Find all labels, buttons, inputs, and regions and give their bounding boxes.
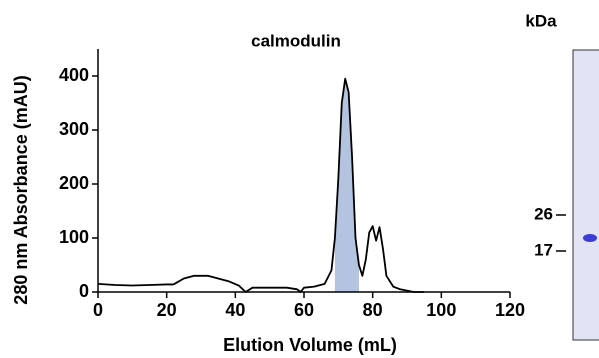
y-tick-label: 0: [79, 281, 89, 301]
chart-title: calmodulin: [251, 31, 341, 50]
figure: calmodulin Elution Volume (mL) 280 nm Ab…: [0, 0, 599, 358]
x-tick-label: 0: [93, 300, 103, 320]
x-tick-label: 20: [157, 300, 177, 320]
x-tick-label: 120: [495, 300, 525, 320]
y-axis-label: 280 nm Absorbance (mAU): [11, 75, 31, 304]
y-tick-label: 400: [59, 65, 89, 85]
x-tick-label: 60: [294, 300, 314, 320]
y-tick-label: 200: [59, 173, 89, 193]
gel-marker: 17: [534, 240, 553, 259]
x-tick-label: 100: [426, 300, 456, 320]
gel-band: [583, 234, 597, 242]
gel-unit: kDa: [525, 11, 557, 30]
x-tick-label: 80: [363, 300, 383, 320]
x-tick-label: 40: [225, 300, 245, 320]
gel-lane: [573, 50, 599, 340]
y-tick-label: 300: [59, 119, 89, 139]
gel-marker: 26: [534, 204, 553, 223]
x-axis-label: Elution Volume (mL): [223, 335, 397, 355]
data-line: [98, 79, 424, 292]
y-tick-label: 100: [59, 227, 89, 247]
